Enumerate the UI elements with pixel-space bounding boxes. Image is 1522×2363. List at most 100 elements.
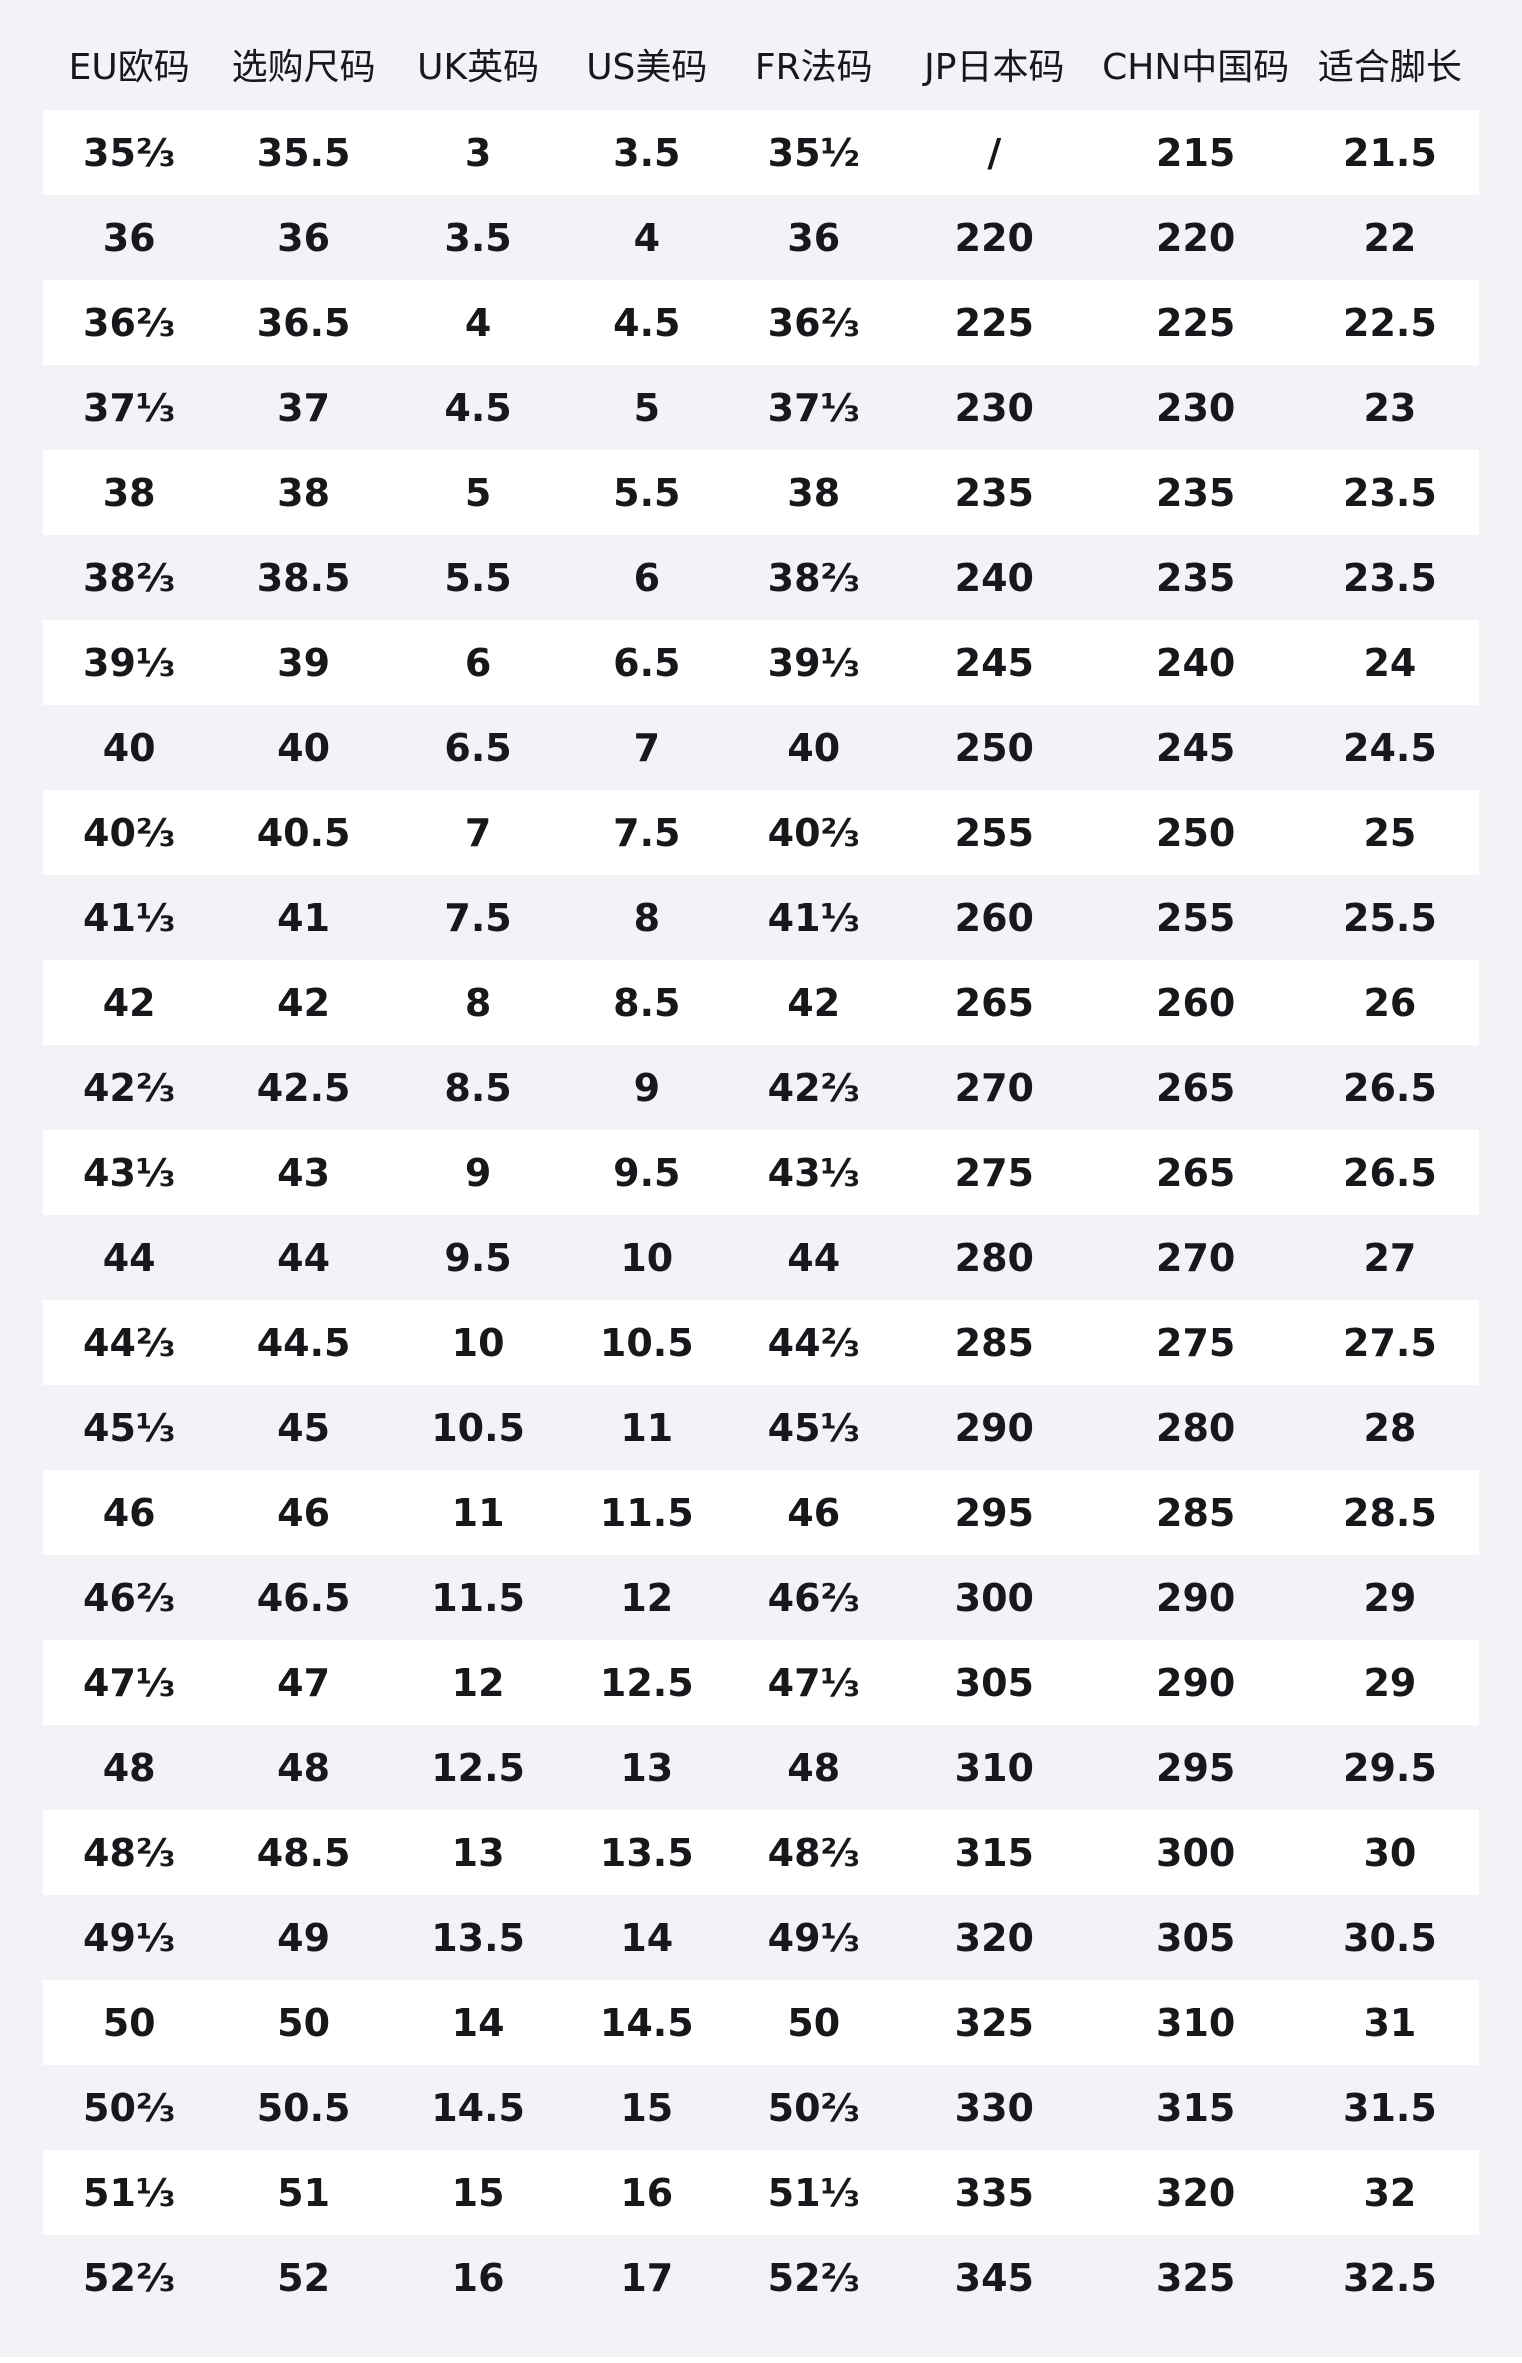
table-row: 43⅓ 43 9 9.5 43⅓ 275 265 26.5 (43, 1130, 1479, 1215)
table-cell: 48 (102, 1745, 156, 1790)
table-cell: 6 (633, 555, 661, 600)
table-cell: 42 (277, 980, 331, 1025)
table-cell: 8.5 (613, 980, 681, 1025)
table-cell: 270 (1156, 1235, 1236, 1280)
table-cell: 36 (787, 215, 841, 260)
table-row: 52⅔ 52 16 17 52⅔ 345 325 32.5 (43, 2235, 1479, 2320)
table-cell: 275 (1156, 1320, 1236, 1365)
table-cell: 295 (954, 1490, 1034, 1535)
table-cell: 250 (954, 725, 1034, 770)
table-cell: 14.5 (599, 2000, 694, 2045)
table-cell: 37⅓ (767, 385, 860, 430)
table-cell: 265 (1156, 1150, 1236, 1195)
table-cell: 325 (954, 2000, 1034, 2045)
table-cell: 295 (1156, 1745, 1236, 1790)
table-cell: 230 (1156, 385, 1236, 430)
table-cell: 5 (633, 385, 661, 430)
table-cell: 39⅓ (83, 640, 176, 685)
table-cell: 29.5 (1343, 1745, 1437, 1790)
column-header: 选购尺码 (231, 47, 376, 88)
table-cell: 10 (451, 1320, 505, 1365)
table-cell: 285 (954, 1320, 1034, 1365)
table-cell: 7.5 (444, 895, 512, 940)
table-cell: 10.5 (599, 1320, 694, 1365)
table-cell: 26 (1363, 980, 1417, 1025)
table-cell: 12 (620, 1575, 674, 1620)
table-cell: 245 (954, 640, 1034, 685)
table-cell: 315 (954, 1830, 1034, 1875)
table-cell: 290 (954, 1405, 1034, 1450)
table-cell: 330 (954, 2085, 1034, 2130)
table-cell: 50⅔ (767, 2085, 860, 2130)
table-cell: 39 (277, 640, 331, 685)
table-row: 42 42 8 8.5 42 265 260 26 (43, 960, 1479, 1045)
table-cell: 8.5 (444, 1065, 512, 1110)
table-cell: 245 (1156, 725, 1236, 770)
table-cell: 25 (1363, 810, 1417, 855)
column-header: FR法码 (754, 47, 873, 88)
table-cell: 4.5 (613, 300, 681, 345)
table-cell: 225 (954, 300, 1034, 345)
table-cell: 3.5 (613, 130, 681, 175)
table-cell: 220 (1156, 215, 1236, 260)
table-row: 44 44 9.5 10 44 280 270 27 (43, 1215, 1479, 1300)
table-cell: 225 (1156, 300, 1236, 345)
table-cell: 42 (787, 980, 841, 1025)
table-cell: 44⅔ (767, 1320, 860, 1365)
table-cell: 4 (633, 215, 661, 260)
table-cell: 14.5 (431, 2085, 525, 2130)
table-cell: 43⅓ (83, 1150, 176, 1195)
table-cell: 48 (277, 1745, 331, 1790)
table-cell: 48 (787, 1745, 841, 1790)
table-cell: 30.5 (1343, 1915, 1437, 1960)
table-cell: 50 (277, 2000, 331, 2045)
table-cell: 13 (451, 1830, 505, 1875)
table-cell: 47⅓ (83, 1660, 176, 1705)
table-row: 45⅓ 45 10.5 11 45⅓ 290 280 28 (43, 1385, 1479, 1470)
table-cell: 13 (620, 1745, 674, 1790)
table-cell: 48.5 (256, 1830, 351, 1875)
table-cell: 43⅓ (767, 1150, 860, 1195)
table-cell: 17 (620, 2255, 674, 2300)
table-cell: 48⅔ (767, 1830, 860, 1875)
table-cell: 27.5 (1343, 1320, 1437, 1365)
table-cell: 7 (464, 810, 492, 855)
table-cell: 40⅔ (767, 810, 860, 855)
size-chart-table: EU欧码 选购尺码 UK英码 US美码 FR法码 JP日本码 CHN中国码 适合脚长 35⅔ 3… (43, 0, 1479, 2320)
table-cell: 260 (954, 895, 1034, 940)
table-cell: 3.5 (444, 215, 512, 260)
table-row: 46⅔ 46.5 11.5 12 46⅔ 300 290 29 (43, 1555, 1479, 1640)
table-cell: 305 (1156, 1915, 1236, 1960)
table-cell: 305 (954, 1660, 1034, 1705)
table-row: 47⅓ 47 12 12.5 47⅓ 305 290 29 (43, 1640, 1479, 1725)
table-row: 36 36 3.5 4 36 220 220 22 (43, 195, 1479, 280)
table-cell: 310 (954, 1745, 1034, 1790)
table-cell: 32.5 (1343, 2255, 1437, 2300)
table-cell: 9 (633, 1065, 661, 1110)
table-cell: 13.5 (599, 1830, 694, 1875)
table-cell: 46 (787, 1490, 841, 1535)
column-header: EU欧码 (68, 47, 190, 88)
table-cell: 44 (277, 1235, 331, 1280)
table-cell: 15 (451, 2170, 505, 2215)
table-cell: 255 (1156, 895, 1236, 940)
table-cell: 220 (954, 215, 1034, 260)
table-cell: 4.5 (444, 385, 512, 430)
table-row: 35⅔ 35.5 3 3.5 35½ / 215 21.5 (43, 110, 1479, 195)
table-cell: 38 (102, 470, 156, 515)
table-row: 50⅔ 50.5 14.5 15 50⅔ 330 315 31.5 (43, 2065, 1479, 2150)
table-row: 40 40 6.5 7 40 250 245 24.5 (43, 705, 1479, 790)
table-cell: 47 (277, 1660, 331, 1705)
table-cell: 21.5 (1343, 130, 1437, 175)
table-cell: 42⅔ (767, 1065, 860, 1110)
table-cell: 285 (1156, 1490, 1236, 1535)
table-cell: 240 (1156, 640, 1236, 685)
table-cell: 50⅔ (83, 2085, 176, 2130)
table-cell: 22.5 (1343, 300, 1437, 345)
table-cell: 31 (1363, 2000, 1417, 2045)
table-cell: 265 (954, 980, 1034, 1025)
table-cell: 14 (620, 1915, 674, 1960)
table-row: 49⅓ 49 13.5 14 49⅓ 320 305 30.5 (43, 1895, 1479, 1980)
table-cell: 35⅔ (83, 130, 176, 175)
